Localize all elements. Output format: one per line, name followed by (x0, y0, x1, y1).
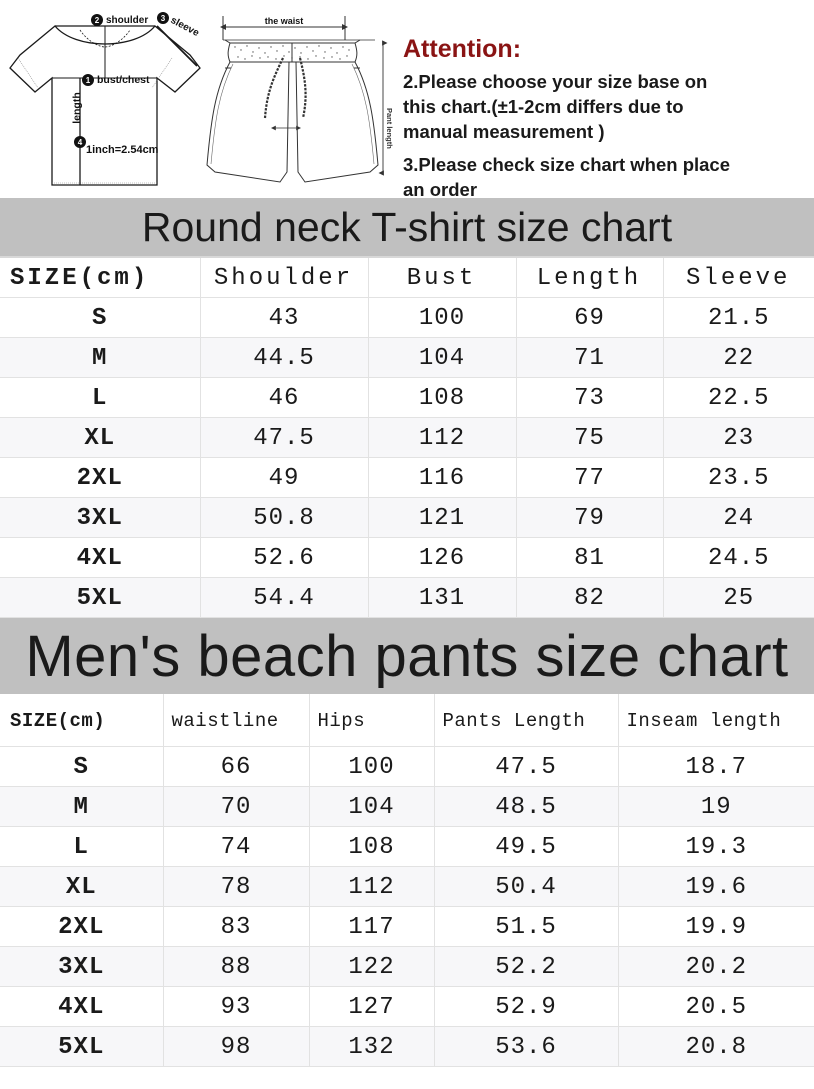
svg-text:shoulder: shoulder (106, 15, 148, 26)
svg-text:bust/chest: bust/chest (97, 74, 150, 86)
svg-text:1: 1 (86, 76, 91, 85)
svg-text:length: length (71, 92, 83, 124)
svg-text:3: 3 (161, 14, 166, 23)
svg-text:sleeve: sleeve (169, 15, 202, 39)
svg-text:Pant length: Pant length (385, 108, 394, 149)
svg-text:the waist: the waist (265, 16, 304, 26)
svg-text:2: 2 (95, 16, 100, 25)
svg-text:1inch=2.54cm: 1inch=2.54cm (86, 144, 159, 156)
svg-text:4: 4 (78, 138, 83, 147)
